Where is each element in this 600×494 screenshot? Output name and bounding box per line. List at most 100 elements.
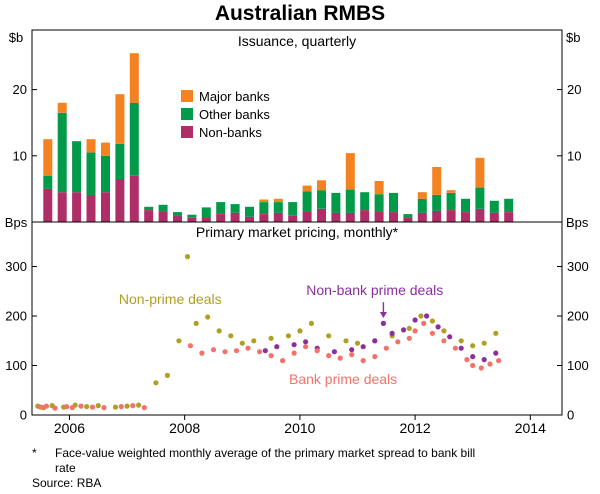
bar-segment-other_banks bbox=[129, 102, 139, 176]
legend-item-major-banks: Major banks bbox=[181, 87, 270, 105]
data-point bbox=[52, 405, 58, 411]
data-point bbox=[239, 340, 245, 346]
data-point bbox=[118, 404, 124, 410]
data-point bbox=[412, 317, 418, 323]
bar-segment-other_banks bbox=[245, 206, 254, 217]
bar-segment-non_banks bbox=[475, 208, 485, 222]
bar-segment-other_banks bbox=[475, 187, 485, 209]
bar-segment-other_banks bbox=[216, 202, 226, 214]
bar-segment-other_banks bbox=[446, 192, 456, 211]
data-point bbox=[354, 340, 361, 346]
bar-segment-non_banks bbox=[302, 211, 312, 222]
data-point bbox=[441, 338, 447, 344]
issuance-y-tick-label-left: 20 bbox=[13, 82, 27, 97]
x-tick-label: 2008 bbox=[169, 420, 200, 436]
x-tick-label: 2010 bbox=[284, 420, 315, 436]
data-point bbox=[349, 352, 355, 358]
bar-segment-non_banks bbox=[432, 210, 442, 222]
data-point bbox=[136, 402, 142, 408]
data-point bbox=[424, 313, 430, 319]
data-point bbox=[308, 320, 314, 326]
bar-segment-non_banks bbox=[288, 215, 298, 222]
source-line: Source: RBA bbox=[32, 476, 102, 490]
panel-title-issuance: Issuance, quarterly bbox=[237, 33, 357, 49]
x-tick-label: 2014 bbox=[515, 420, 546, 436]
data-point bbox=[89, 404, 96, 410]
bar-segment-other_banks bbox=[230, 204, 240, 213]
pricing-y-tick-label-right: 200 bbox=[567, 309, 589, 324]
bar-segment-major_banks bbox=[417, 192, 427, 199]
bar-segment-major_banks bbox=[259, 199, 269, 203]
data-point bbox=[478, 365, 484, 371]
bar-segment-major_banks bbox=[101, 142, 110, 156]
data-point bbox=[257, 349, 263, 355]
bar-segment-other_banks bbox=[144, 206, 154, 211]
bar-segment-non_banks bbox=[389, 212, 398, 222]
bar-segment-other_banks bbox=[101, 155, 110, 193]
footnote-marker: * bbox=[32, 446, 37, 460]
data-point bbox=[337, 355, 343, 361]
data-point bbox=[280, 358, 286, 364]
footnote-text: Face-value weighted monthly average of t… bbox=[55, 446, 476, 475]
data-point bbox=[372, 354, 378, 360]
data-point bbox=[193, 320, 199, 326]
issuance-y-tick-label-right: 10 bbox=[567, 148, 581, 163]
chart-title: Australian RMBS bbox=[214, 2, 386, 25]
data-point bbox=[303, 339, 309, 345]
data-point bbox=[441, 328, 447, 334]
bar-segment-other_banks bbox=[158, 204, 168, 212]
bar-segment-major_banks bbox=[129, 53, 139, 103]
bar-segment-other_banks bbox=[288, 202, 298, 216]
scatter-layer-non-bank-prime-deals bbox=[262, 313, 499, 363]
issuance-y-tick-label-right: 20 bbox=[567, 82, 581, 97]
data-point bbox=[389, 330, 395, 336]
data-point bbox=[447, 334, 453, 340]
annotation-arrowhead bbox=[379, 312, 387, 319]
bar-segment-non_banks bbox=[158, 211, 168, 222]
major-banks-swatch-icon bbox=[181, 90, 193, 102]
data-point bbox=[493, 350, 499, 356]
data-point bbox=[429, 318, 435, 324]
non-banks-swatch-icon bbox=[181, 126, 193, 138]
bar-segment-other_banks bbox=[345, 189, 355, 213]
legend: Major banks Other banks Non-banks bbox=[181, 87, 270, 141]
data-point bbox=[101, 405, 107, 411]
legend-item-other-banks: Other banks bbox=[181, 105, 270, 123]
data-point bbox=[176, 338, 182, 344]
data-point bbox=[401, 327, 407, 333]
annotation-non-prime-deals: Non-prime deals bbox=[118, 290, 222, 307]
data-point bbox=[210, 347, 217, 353]
data-point bbox=[153, 380, 159, 386]
bar-segment-non_banks bbox=[129, 175, 139, 222]
data-point bbox=[124, 403, 130, 409]
bar-segment-non_banks bbox=[43, 188, 53, 222]
bar-segment-major_banks bbox=[86, 139, 96, 153]
bar-segment-non_banks bbox=[317, 208, 326, 222]
bar-segment-non_banks bbox=[72, 192, 82, 222]
data-point bbox=[493, 330, 499, 336]
data-point bbox=[360, 358, 366, 364]
bar-segment-non_banks bbox=[273, 212, 283, 222]
data-point bbox=[406, 335, 412, 341]
bar-segment-other_banks bbox=[187, 214, 197, 218]
bar-segment-major_banks bbox=[115, 94, 125, 144]
bar-segment-non_banks bbox=[144, 210, 154, 222]
bar-segment-other_banks bbox=[504, 198, 514, 212]
legend-item-non-banks: Non-banks bbox=[181, 123, 270, 141]
data-point bbox=[78, 403, 84, 409]
bar-segment-non_banks bbox=[245, 216, 254, 222]
data-point bbox=[406, 325, 412, 331]
legend-label: Non-banks bbox=[199, 124, 262, 140]
pricing-y-tick-label-right: 300 bbox=[567, 259, 589, 274]
data-point bbox=[496, 358, 502, 364]
data-point bbox=[285, 333, 291, 339]
bar-segment-non_banks bbox=[461, 212, 470, 222]
data-point bbox=[64, 404, 70, 410]
bar-segment-other_banks bbox=[201, 207, 211, 218]
pricing-y-tick-label-left: 200 bbox=[5, 309, 27, 324]
bar-segment-other_banks bbox=[461, 198, 470, 212]
scatter-layer-non-prime-deals bbox=[35, 254, 499, 411]
unit-label-dollars-left: $b bbox=[8, 30, 24, 45]
data-point bbox=[228, 333, 234, 339]
